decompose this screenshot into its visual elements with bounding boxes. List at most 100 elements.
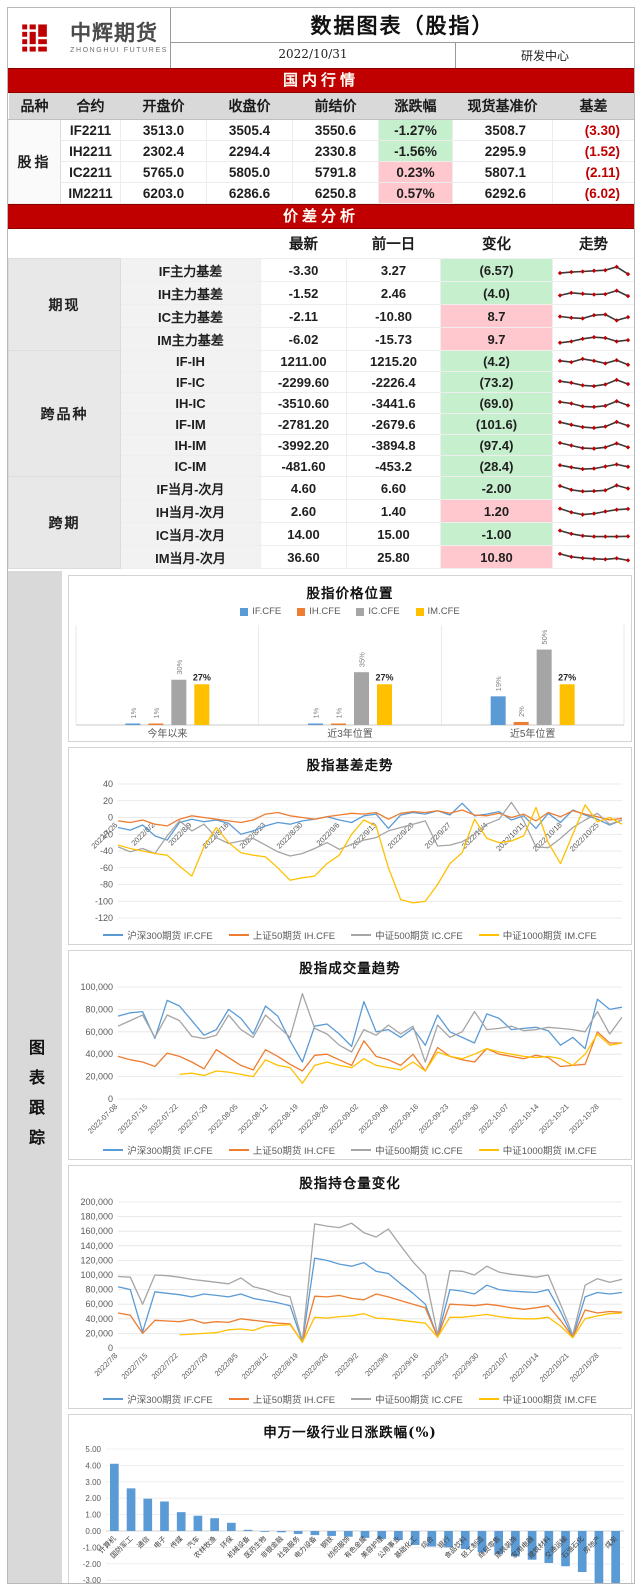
svg-text:2022/10/14: 2022/10/14	[508, 1351, 541, 1384]
legend-swatch-icon	[351, 934, 372, 936]
column-header: 走势	[552, 229, 634, 259]
volume-trend-chart: 0 20,000 40,000 60,000 80,000 100,000 2022-07-…	[80, 982, 623, 1136]
sparkline	[557, 312, 630, 323]
svg-text:2022-09-02: 2022-09-02	[327, 1102, 360, 1135]
change-cell: -2.00	[440, 476, 553, 500]
legend-item: IH.CFE	[297, 606, 340, 617]
open-cell: 5765.0	[120, 161, 207, 183]
chart-legend: 沪深300期货 IF.CFE 上证50期货 IH.CFE 中证500期货 IC.CF…	[69, 1141, 631, 1159]
sparkline	[557, 462, 630, 472]
legend-label: IC.CFE	[368, 606, 400, 617]
legend-item: 中证1000期货 IM.CFE	[478, 1143, 597, 1157]
sparkline-cell	[552, 499, 634, 523]
price-position-chart: 1% 1% 30% 27% 今年以来 1% 1% 35% 27% 近3年位置 19% 2% 50% 27%…	[75, 625, 625, 740]
legend-item: 中证500期货 IC.CFE	[351, 1143, 463, 1157]
sparkline-cell	[552, 350, 634, 372]
basis-cell: (1.52)	[552, 140, 634, 162]
svg-text:2022-09-16: 2022-09-16	[387, 1102, 420, 1135]
change-cell: -1.00	[440, 522, 553, 546]
spread-label-cell: IH主力基差	[120, 281, 261, 305]
previous-cell: 1215.20	[346, 350, 441, 372]
spread-label-cell: IF-IM	[120, 413, 261, 435]
legend-label: 上证50期货 IH.CFE	[252, 931, 336, 942]
charts-column: 股指价格位置 IF.CFE IH.CFE IC.CFE IM.CFE 1% 1% 30% 2…	[62, 571, 634, 1583]
legend-label: 中证1000期货 IM.CFE	[502, 931, 597, 942]
latest-cell: -481.60	[260, 455, 347, 477]
report-frame: 中辉期货 ZHONGHUI FUTURES 数据图表（股指） 2022/10/3…	[7, 7, 635, 1584]
logo-text: 中辉期货 ZHONGHUI FUTURES	[70, 22, 168, 54]
legend-item: 中证500期货 IC.CFE	[351, 1392, 463, 1406]
spot-cell: 5807.1	[452, 161, 553, 183]
svg-text:-1.00: -1.00	[83, 1543, 102, 1552]
svg-text:2022/9/23: 2022/9/23	[420, 1351, 450, 1381]
basis-cell: (3.30)	[552, 119, 634, 141]
change-pct-cell: 0.57%	[378, 182, 453, 204]
svg-text:2022/8/26: 2022/8/26	[300, 1351, 330, 1381]
spot-cell: 3508.7	[452, 119, 553, 141]
sparkline	[557, 419, 630, 431]
column-header: 品种	[8, 93, 61, 120]
legend-label: IH.CFE	[309, 606, 341, 617]
latest-cell: -3.30	[260, 258, 347, 282]
legend-swatch-icon	[228, 1149, 249, 1151]
chart-industry-change: 申万一级行业日涨跌幅(%) 5.00 4.00 3.00 2.00 1.00 0.00 -1…	[68, 1414, 632, 1583]
legend-item: 中证1000期货 IM.CFE	[478, 1392, 597, 1406]
sparkline	[557, 377, 630, 389]
contract-cell: IM2211	[60, 182, 121, 204]
legend-item: 上证50期货 IH.CFE	[228, 928, 336, 942]
svg-text:2022/8/19: 2022/8/19	[270, 1351, 300, 1381]
chart-legend: 沪深300期货 IF.CFE 上证50期货 IH.CFE 中证500期货 IC.CF…	[69, 1390, 631, 1408]
previous-cell: -3441.6	[346, 392, 441, 414]
previous-cell: 6.60	[346, 476, 441, 500]
latest-cell: -2299.60	[260, 371, 347, 393]
legend-swatch-icon	[103, 934, 124, 936]
svg-text:2022-09-23: 2022-09-23	[417, 1102, 450, 1135]
page-title: 数据图表（股指）	[310, 13, 495, 38]
svg-text:通信: 通信	[135, 1534, 151, 1550]
svg-text:19%: 19%	[494, 676, 503, 691]
basis-cell: (2.11)	[552, 161, 634, 183]
svg-text:2022-10-07: 2022-10-07	[477, 1102, 510, 1135]
column-header: 最新	[260, 229, 347, 259]
column-header: 合约	[60, 93, 121, 120]
contract-cell: IF2211	[60, 119, 121, 141]
legend-swatch-icon	[351, 1398, 372, 1400]
spread-label-cell: IH-IC	[120, 392, 261, 414]
spread-label-cell: IF-IH	[120, 350, 261, 372]
legend-label: 上证50期货 IH.CFE	[252, 1395, 336, 1406]
sparkline	[557, 483, 630, 494]
legend-item: IC.CFE	[356, 606, 400, 617]
svg-text:环保: 环保	[218, 1534, 234, 1550]
latest-cell: -3510.60	[260, 392, 347, 414]
chart-title: 股指基差走势	[306, 758, 394, 774]
change-cell: (73.2)	[440, 371, 553, 393]
sparkline-cell	[552, 371, 634, 393]
svg-text:50%: 50%	[540, 629, 549, 644]
sparkline-cell	[552, 545, 634, 569]
legend-swatch-icon	[228, 934, 249, 936]
change-pct-cell: -1.56%	[378, 140, 453, 162]
chart-volume-trend: 股指成交量趋势 0 20,000 40,000 60,000 80,000 100,000…	[68, 950, 632, 1160]
spread-row: 跨品种 IF-IH 1211.00 1215.20 (4.2)	[8, 350, 634, 477]
sparkline-cell	[552, 281, 634, 305]
previous-cell: -10.80	[346, 304, 441, 328]
industry-change-chart: 5.004.003.002.001.000.00-1.00-2.00-3.00-…	[83, 1445, 624, 1583]
svg-text:2022/9/2: 2022/9/2	[333, 1351, 360, 1378]
spread-row: IH-IM -3992.20 -3894.8 (97.4)	[9, 434, 634, 456]
company-logo: 中辉期货 ZHONGHUI FUTURES	[8, 8, 171, 68]
chart-legend: IF.CFE IH.CFE IC.CFE IM.CFE	[69, 604, 631, 619]
legend-item: 中证500期货 IC.CFE	[351, 928, 463, 942]
svg-text:100,000: 100,000	[80, 1270, 113, 1280]
chart-basis-trend: 股指基差走势 40 20 0 -20 -40 -60 -80 -100 -120 2022/7/2…	[68, 747, 632, 945]
spread-row: IM当月-次月 36.60 25.80 10.80	[9, 545, 634, 569]
svg-text:-20: -20	[100, 829, 113, 839]
svg-text:0: 0	[108, 813, 113, 823]
svg-text:2%: 2%	[517, 706, 526, 717]
sparkline-cell	[552, 258, 634, 282]
legend-swatch-icon	[228, 1398, 249, 1400]
spread-label-cell: IF当月-次月	[120, 476, 261, 500]
sparkline	[557, 288, 630, 299]
svg-text:2022-07-08: 2022-07-08	[86, 1102, 119, 1135]
svg-text:2022-09-09: 2022-09-09	[357, 1102, 390, 1135]
legend-item: 上证50期货 IH.CFE	[228, 1143, 335, 1157]
